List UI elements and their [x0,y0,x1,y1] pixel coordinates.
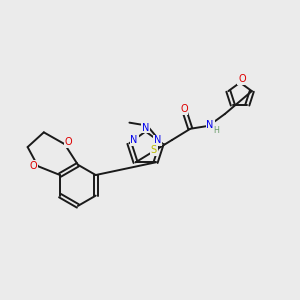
Text: S: S [151,145,157,155]
Text: N: N [130,135,138,145]
Text: O: O [30,160,38,171]
Text: O: O [238,74,246,84]
Text: O: O [180,104,188,114]
Text: H: H [213,126,219,135]
Text: N: N [142,123,150,133]
Text: N: N [206,120,214,130]
Text: N: N [154,135,161,145]
Text: O: O [64,137,72,147]
